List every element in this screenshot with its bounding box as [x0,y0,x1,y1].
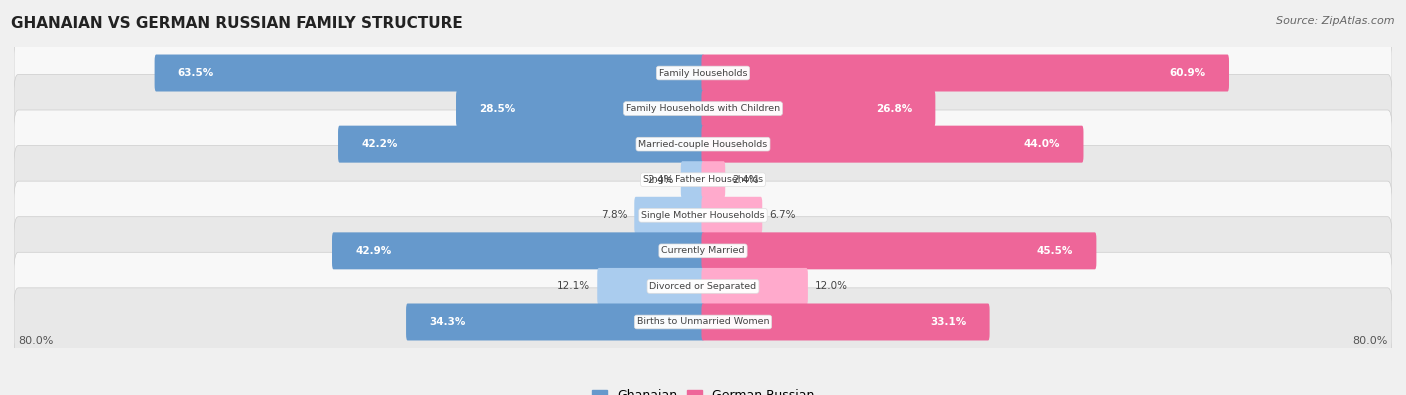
FancyBboxPatch shape [702,303,990,340]
FancyBboxPatch shape [14,110,1392,178]
Text: 12.0%: 12.0% [815,281,848,292]
Text: Currently Married: Currently Married [661,246,745,255]
Text: 6.7%: 6.7% [769,210,796,220]
FancyBboxPatch shape [337,126,704,163]
FancyBboxPatch shape [702,268,808,305]
Text: Family Households with Children: Family Households with Children [626,104,780,113]
Text: 2.4%: 2.4% [733,175,759,185]
Text: 44.0%: 44.0% [1024,139,1060,149]
Text: 80.0%: 80.0% [1353,336,1388,346]
Text: 45.5%: 45.5% [1038,246,1073,256]
Text: 26.8%: 26.8% [876,103,912,114]
FancyBboxPatch shape [702,197,762,234]
FancyBboxPatch shape [702,55,1229,92]
FancyBboxPatch shape [702,232,1097,269]
FancyBboxPatch shape [14,288,1392,356]
Text: 42.9%: 42.9% [356,246,391,256]
FancyBboxPatch shape [14,181,1392,249]
Text: 34.3%: 34.3% [429,317,465,327]
FancyBboxPatch shape [702,90,935,127]
FancyBboxPatch shape [681,161,704,198]
FancyBboxPatch shape [702,126,1084,163]
Text: Family Households: Family Households [659,68,747,77]
FancyBboxPatch shape [155,55,704,92]
FancyBboxPatch shape [14,74,1392,143]
FancyBboxPatch shape [14,217,1392,285]
Legend: Ghanaian, German Russian: Ghanaian, German Russian [586,384,820,395]
Text: 80.0%: 80.0% [18,336,53,346]
Text: Divorced or Separated: Divorced or Separated [650,282,756,291]
Text: 63.5%: 63.5% [177,68,214,78]
FancyBboxPatch shape [14,39,1392,107]
Text: 60.9%: 60.9% [1170,68,1206,78]
FancyBboxPatch shape [702,161,725,198]
Text: GHANAIAN VS GERMAN RUSSIAN FAMILY STRUCTURE: GHANAIAN VS GERMAN RUSSIAN FAMILY STRUCT… [11,16,463,31]
Text: 7.8%: 7.8% [600,210,627,220]
Text: Single Father Households: Single Father Households [643,175,763,184]
Text: 12.1%: 12.1% [557,281,591,292]
FancyBboxPatch shape [14,252,1392,321]
FancyBboxPatch shape [598,268,704,305]
FancyBboxPatch shape [332,232,704,269]
Text: Single Mother Households: Single Mother Households [641,211,765,220]
Text: 28.5%: 28.5% [479,103,516,114]
Text: 42.2%: 42.2% [361,139,398,149]
Text: 2.4%: 2.4% [647,175,673,185]
Text: Married-couple Households: Married-couple Households [638,140,768,149]
FancyBboxPatch shape [406,303,704,340]
FancyBboxPatch shape [456,90,704,127]
Text: 33.1%: 33.1% [931,317,966,327]
Text: Births to Unmarried Women: Births to Unmarried Women [637,318,769,327]
Text: Source: ZipAtlas.com: Source: ZipAtlas.com [1277,16,1395,26]
FancyBboxPatch shape [634,197,704,234]
FancyBboxPatch shape [14,146,1392,214]
